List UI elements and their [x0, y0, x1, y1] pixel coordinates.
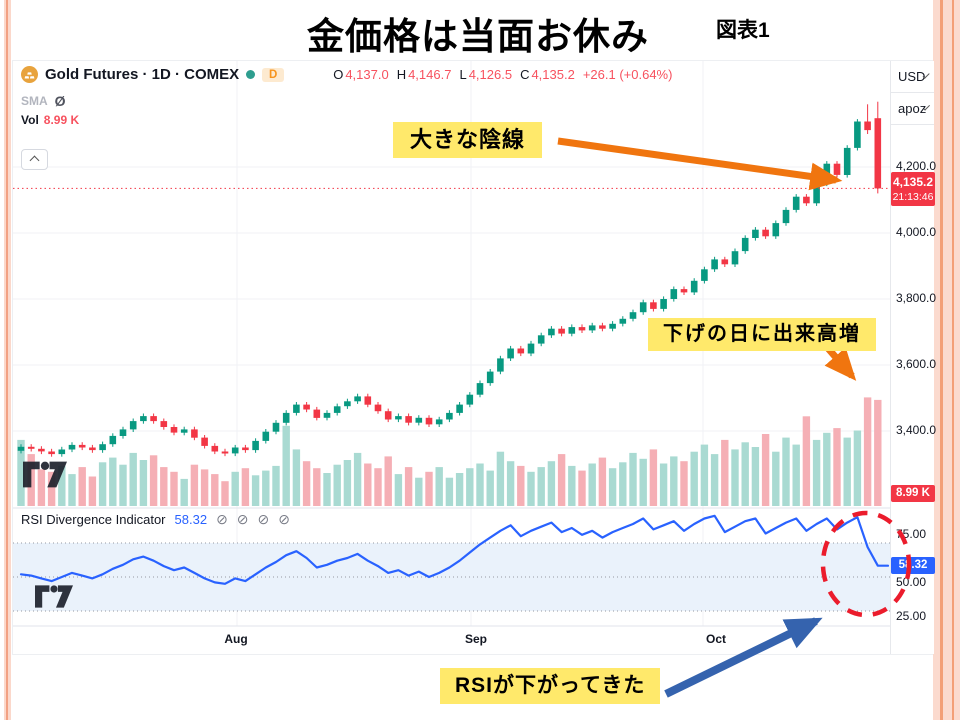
slide-edge-stripe-left	[4, 0, 11, 720]
price-tick-4200: 4,200.0	[896, 159, 937, 173]
rsi-last-badge: 58.32	[891, 557, 935, 574]
slide-edge-stripe-right	[933, 0, 960, 720]
timeframe-badge[interactable]: D	[262, 67, 285, 82]
countdown-timer: 21:13:46	[892, 191, 934, 204]
rsi-indicator-name: RSI Divergence Indicator	[21, 512, 166, 527]
rsi-legend-row: RSI Divergence Indicator 58.32 ⊘ ⊘ ⊘ ⊘	[21, 511, 290, 528]
circle-slash-icon-2[interactable]: ⊘	[236, 511, 249, 527]
sma-legend-row: SMA Ø	[21, 93, 66, 109]
volume-label: Vol	[21, 113, 39, 127]
rsi-tick-50: 50.00	[896, 575, 927, 589]
figure-number-label: 図表1	[716, 19, 770, 42]
tradingview-logo-rsi	[35, 585, 73, 608]
circle-slash-icon-3[interactable]: ⊘	[257, 511, 270, 527]
chevron-up-icon	[29, 155, 40, 166]
annotation-big-bearish-candle: 大きな陰線	[393, 122, 543, 158]
symbol-title[interactable]: Gold Futures · 1D · COMEX	[45, 66, 240, 83]
market-open-dot	[246, 70, 256, 79]
price-tick-3600: 3,600.0	[896, 357, 937, 371]
slide-title: 金価格は当面お休み	[307, 16, 649, 57]
eye-off-icon[interactable]: Ø	[54, 93, 66, 109]
time-label-aug: Aug	[224, 632, 248, 646]
last-volume-badge: 8.99 K	[891, 485, 935, 502]
collapse-pane-button[interactable]	[21, 149, 48, 170]
change-value: +26.1 (+0.64%)	[582, 67, 673, 82]
price-axis: USD apoz 4,200.0 4,000.0 3,800.0 3,600.0…	[890, 61, 937, 654]
price-tick-3400: 3,400.0	[896, 423, 937, 437]
annotation-rsi-falling: RSIが下がってきた	[440, 668, 661, 705]
price-tick-4000: 4,000.0	[896, 225, 937, 239]
currency-selector[interactable]: USD	[891, 61, 934, 93]
circle-slash-icon-4[interactable]: ⊘	[278, 511, 290, 527]
annotation-volume-increase: 下げの日に出来高増	[648, 318, 876, 351]
volume-value: 8.99 K	[43, 113, 80, 127]
rsi-tick-75: 75.00	[896, 527, 927, 541]
rsi-tick-25: 25.00	[896, 609, 927, 623]
symbol-legend-row: Gold Futures · 1D · COMEX D O 4,137.0 H 4,…	[21, 66, 678, 83]
last-price-badge: 4,135.2 21:13:46	[891, 172, 935, 206]
ohlc-values: O 4,137.0 H 4,146.7 L 4,126.5 C 4,135.2 +26.…	[333, 67, 673, 82]
unit-selector[interactable]: apoz	[891, 93, 934, 125]
time-label-sep: Sep	[464, 632, 487, 646]
rsi-value: 58.32	[174, 512, 208, 527]
gold-coin-icon	[21, 66, 38, 83]
sma-label: SMA	[21, 94, 48, 108]
time-label-oct: Oct	[705, 632, 726, 646]
volume-legend-row: Vol 8.99 K	[21, 113, 79, 127]
tradingview-logo	[23, 461, 67, 488]
circle-slash-icon-1[interactable]: ⊘	[216, 511, 228, 527]
price-tick-3800: 3,800.0	[896, 291, 937, 305]
